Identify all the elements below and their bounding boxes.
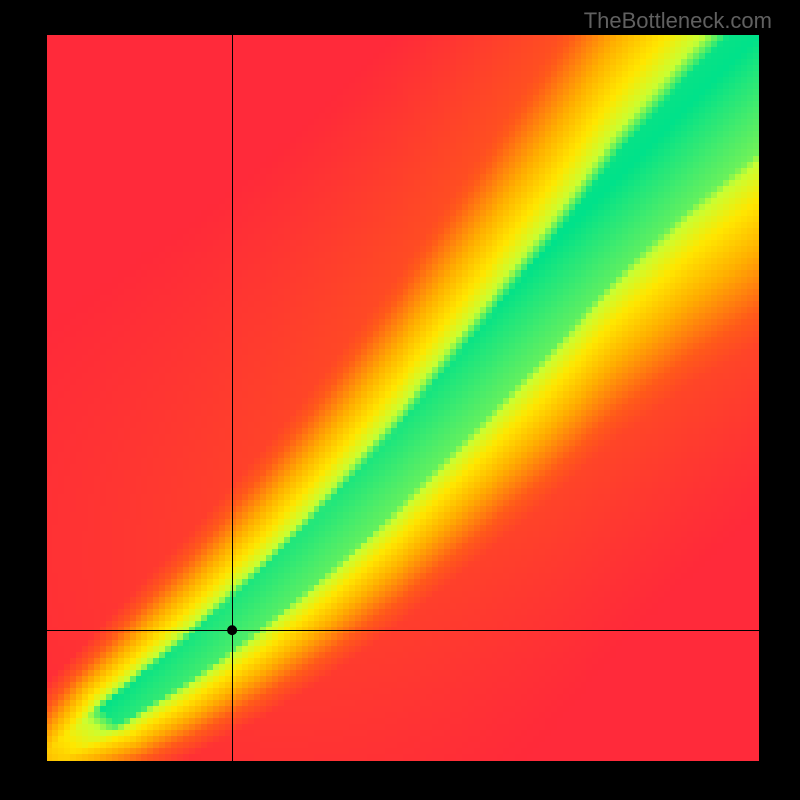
watermark-text: TheBottleneck.com [584, 8, 772, 34]
bottleneck-heatmap [47, 35, 759, 761]
heatmap-canvas [47, 35, 759, 761]
